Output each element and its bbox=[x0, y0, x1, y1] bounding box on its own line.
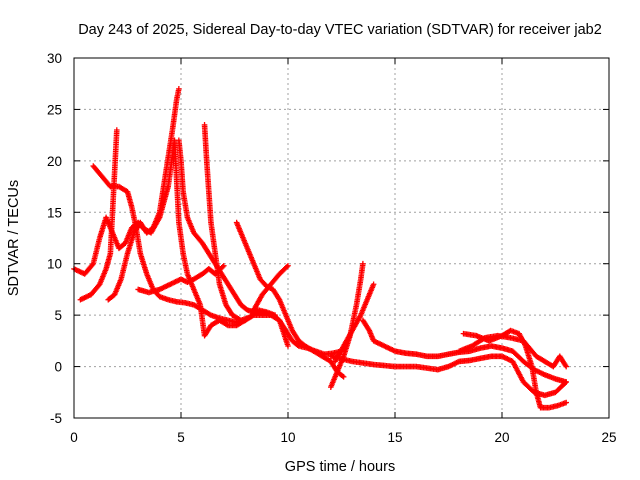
y-tick-label: 10 bbox=[47, 257, 62, 272]
data-point bbox=[340, 374, 347, 380]
y-tick-label: 15 bbox=[47, 205, 62, 220]
series-track-12 bbox=[360, 317, 569, 385]
y-tick-label: 0 bbox=[54, 360, 62, 375]
data-point bbox=[272, 312, 278, 318]
data-point bbox=[114, 127, 120, 133]
series-track-15 bbox=[456, 332, 569, 370]
series-track-7 bbox=[201, 122, 278, 324]
data-point bbox=[285, 343, 291, 349]
data-point bbox=[221, 262, 227, 269]
series-track-2 bbox=[77, 127, 120, 303]
x-tick-label: 20 bbox=[494, 430, 509, 445]
y-axis-label: SDTVAR / TECUs bbox=[6, 180, 22, 296]
data-point bbox=[176, 86, 182, 92]
y-tick-label: 5 bbox=[54, 308, 62, 323]
data-point bbox=[370, 281, 377, 288]
x-tick-label: 0 bbox=[70, 430, 78, 445]
axis-ticks: 0 5 10 15 20 25 -5 0 5 10 15 20 25 30 bbox=[47, 51, 617, 445]
y-tick-label: 25 bbox=[47, 102, 62, 117]
data-point bbox=[89, 262, 96, 268]
plot-frame bbox=[73, 57, 610, 419]
data-point bbox=[219, 264, 226, 270]
chart-title: Day 243 of 2025, Sidereal Day-to-day VTE… bbox=[78, 22, 602, 38]
data-point bbox=[339, 373, 346, 379]
grid bbox=[74, 58, 609, 418]
data-point bbox=[562, 380, 568, 386]
series-track-13 bbox=[328, 353, 569, 399]
data-point bbox=[563, 399, 569, 406]
x-tick-label: 10 bbox=[280, 430, 295, 445]
data-point bbox=[563, 379, 569, 385]
y-tick-label: 20 bbox=[47, 154, 62, 169]
data-point bbox=[285, 262, 291, 269]
series-track-11 bbox=[332, 281, 377, 365]
series-track-9 bbox=[250, 262, 291, 313]
x-tick-label: 15 bbox=[387, 430, 402, 445]
series-track-4 bbox=[105, 86, 182, 303]
x-tick-label: 25 bbox=[601, 430, 616, 445]
x-axis-label: GPS time / hours bbox=[285, 459, 395, 475]
data-point bbox=[284, 264, 290, 270]
series-track-8 bbox=[233, 219, 347, 380]
x-tick-label: 5 bbox=[177, 430, 185, 445]
data-point bbox=[360, 260, 366, 267]
data-point bbox=[563, 363, 569, 370]
y-tick-label: -5 bbox=[50, 411, 62, 426]
series-track-14 bbox=[460, 327, 569, 411]
series-track-5 bbox=[135, 262, 227, 296]
y-tick-label: 30 bbox=[47, 51, 62, 66]
data-marks bbox=[71, 86, 569, 411]
